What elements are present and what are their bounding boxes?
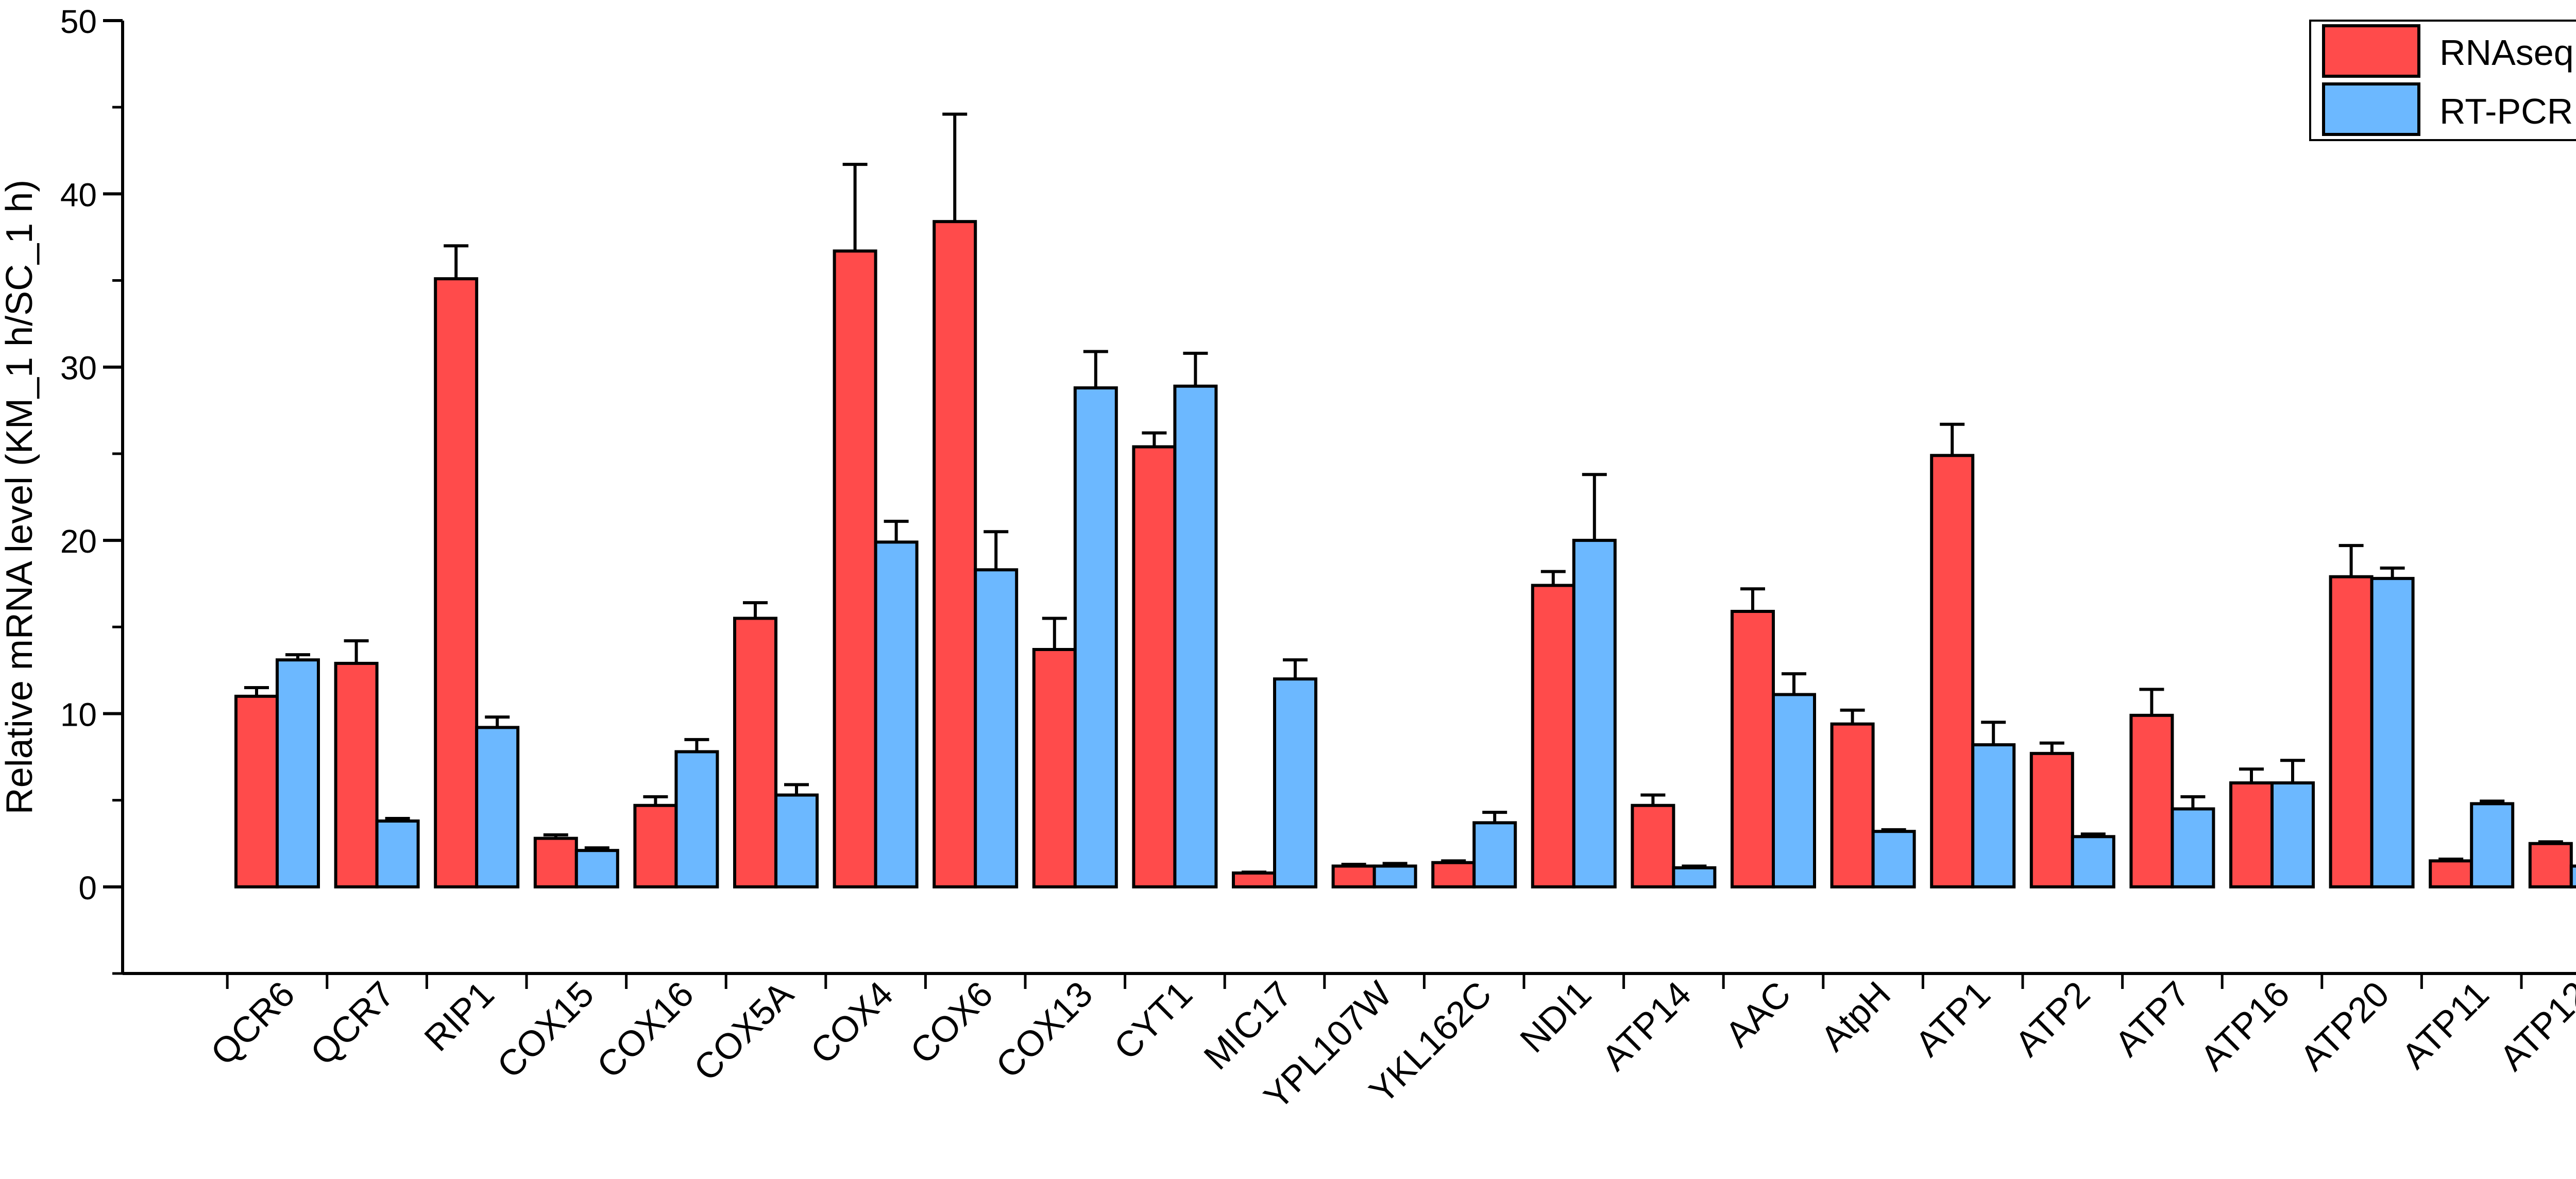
legend: RNAseq RT-PCR: [2309, 20, 2576, 141]
bar-rnaseq-qcr7: [334, 661, 379, 888]
y-ticks: 0 10 20 30 40 50: [60, 3, 123, 975]
bar-rnaseq-aac: [1731, 610, 1775, 888]
y-tick-label: 0: [78, 869, 97, 907]
x-tick-label: ATP7: [2107, 973, 2197, 1064]
bar-rnaseq-qcr6: [234, 694, 279, 888]
x-tick-label: ATP11: [2394, 973, 2497, 1076]
bar-rtpcr-cyt1: [1173, 384, 1218, 888]
bar-rnaseq-atp20: [2329, 575, 2374, 888]
bar-rnaseq-atp12: [2528, 842, 2573, 888]
legend-swatch-rnaseq: [2322, 24, 2420, 78]
bar-rnaseq-ndi1: [1531, 584, 1575, 888]
x-tick-label: ATP2: [2007, 973, 2097, 1064]
x-tick-label: COX16: [589, 973, 701, 1085]
bar-rtpcr-atp1: [1971, 743, 2016, 888]
bar-rtpcr-cox5a: [774, 793, 819, 888]
bar-rnaseq-atp16: [2229, 781, 2274, 888]
bar-rnaseq-cox5a: [733, 617, 777, 888]
x-tick-label: RIP1: [417, 973, 502, 1058]
x-tick-label: ATP16: [2193, 973, 2297, 1078]
x-tick-label: COX15: [489, 973, 601, 1085]
bar-rnaseq-mic17: [1232, 871, 1276, 888]
bar-rnaseq-cox6: [933, 220, 977, 888]
bar-rnaseq-atp2: [2029, 751, 2074, 888]
bar-rtpcr-aac: [1772, 693, 1816, 888]
bar-rnaseq-cox15: [533, 836, 578, 888]
x-tick-label: ATP14: [1594, 973, 1699, 1078]
x-tick-label: ATP1: [1908, 973, 1998, 1064]
legend-label-rnaseq: RNAseq: [2439, 32, 2574, 73]
bar-rtpcr-mic17: [1273, 677, 1317, 888]
bar-rtpcr-atp16: [2270, 781, 2315, 888]
bar-rnaseq-atp7: [2129, 713, 2174, 888]
bar-rtpcr-ypl107w: [1372, 864, 1417, 888]
y-tick-label: 40: [60, 176, 97, 213]
bar-rtpcr-atp7: [2171, 807, 2215, 888]
x-tick-label: AAC: [1718, 973, 1799, 1054]
bar-rnaseq-cox16: [633, 804, 678, 888]
bar-rtpcr-cox13: [1073, 386, 1118, 888]
bar-rtpcr-cox6: [974, 568, 1019, 888]
bar-rtpcr-ndi1: [1572, 539, 1617, 888]
y-tick-label: 30: [60, 350, 97, 387]
x-tick-label: CYT1: [1106, 973, 1200, 1067]
bar-rtpcr-atp12: [2569, 864, 2576, 888]
bar-rnaseq-cyt1: [1132, 445, 1177, 888]
bar-rnaseq-atp11: [2429, 859, 2473, 888]
bar-rnaseq-cox13: [1032, 648, 1077, 888]
bar-rtpcr-cox16: [674, 750, 719, 888]
bars-layer: [234, 112, 2576, 888]
x-tick-label: COX5A: [686, 973, 801, 1088]
y-tick-label: 50: [60, 3, 97, 40]
bar-rtpcr-ykl162c: [1472, 821, 1517, 888]
bar-rtpcr-atp14: [1672, 866, 1717, 888]
bar-rnaseq-ykl162c: [1431, 861, 1476, 888]
x-tick-label: ATP20: [2292, 973, 2397, 1078]
bar-rtpcr-atph: [1871, 830, 1916, 888]
bar-rtpcr-atp11: [2470, 802, 2515, 888]
x-tick-label: COX6: [903, 973, 1001, 1071]
bar-rtpcr-qcr6: [276, 658, 320, 888]
bar-rtpcr-cox15: [574, 849, 619, 888]
x-tick-label: AtpH: [1813, 973, 1898, 1058]
legend-swatch-rtpcr: [2322, 82, 2420, 136]
bar-rnaseq-cox4: [833, 249, 877, 888]
x-tick-label: NDI1: [1512, 973, 1599, 1060]
bar-rtpcr-atp20: [2370, 577, 2415, 888]
y-tick-label: 20: [60, 523, 97, 560]
bar-rnaseq-ypl107w: [1331, 864, 1376, 888]
legend-label-rtpcr: RT-PCR: [2439, 91, 2573, 131]
bar-rtpcr-atp2: [2071, 835, 2115, 888]
axes-layer: Relative mRNA level (KM_1 h/SC_1 h): [0, 21, 2576, 975]
x-tick-label: COX4: [803, 973, 901, 1071]
y-axis-label: Relative mRNA level (KM_1 h/SC_1 h): [0, 180, 40, 814]
x-tick-label: QCR7: [303, 973, 402, 1073]
x-tick-label: ATP12: [2492, 973, 2576, 1078]
x-tick-label: COX13: [988, 973, 1100, 1085]
bar-rnaseq-rip1: [434, 277, 479, 888]
y-tick-label: 10: [60, 696, 97, 733]
x-tick-label: QCR6: [203, 973, 302, 1073]
bar-rnaseq-atp14: [1631, 804, 1675, 888]
bar-rtpcr-qcr7: [375, 819, 420, 888]
bar-rnaseq-atph: [1830, 722, 1875, 888]
bar-rnaseq-atp1: [1930, 454, 1975, 888]
bar-rtpcr-cox4: [874, 540, 919, 888]
bar-rtpcr-rip1: [475, 726, 520, 888]
